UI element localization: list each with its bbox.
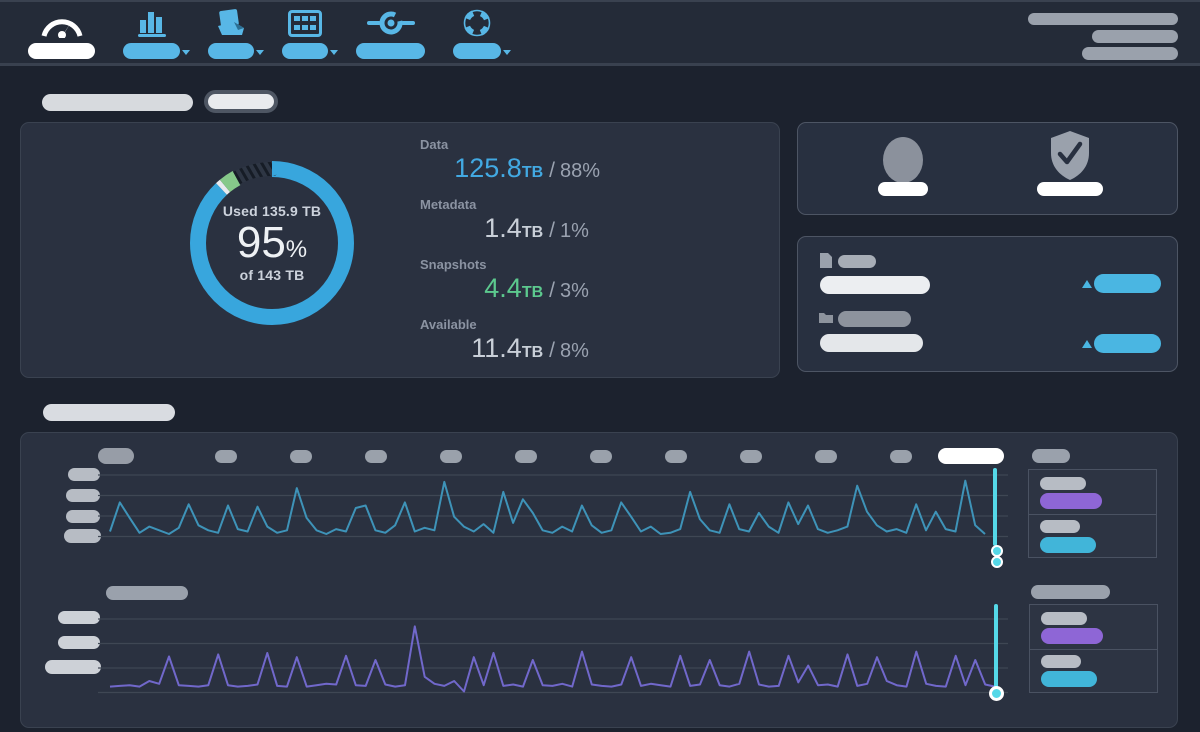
nav-item-dashboard[interactable] xyxy=(28,6,95,59)
activity-section-title-pill xyxy=(43,404,175,421)
nav-label-pill xyxy=(208,43,254,59)
y-axis-pill xyxy=(68,468,100,481)
metric-link-pill[interactable] xyxy=(1094,334,1161,353)
grid-icon xyxy=(288,6,322,38)
legend-label-pill xyxy=(1040,520,1080,533)
node-avatar-icon xyxy=(883,137,923,183)
time-tick-pill xyxy=(890,450,912,463)
used-capacity-label: Used 135.9 TB xyxy=(222,202,322,219)
legend-value-purple-pill xyxy=(1040,493,1102,509)
legend-divider xyxy=(1029,514,1156,515)
legend-divider xyxy=(1030,649,1157,650)
time-tick-pill xyxy=(815,450,837,463)
metric-label-pill xyxy=(838,311,911,327)
donut-center-text: Used 135.9 TB 95% of 143 TB xyxy=(186,157,358,329)
time-tick-pill xyxy=(290,450,312,463)
cluster-name-pill[interactable] xyxy=(1028,13,1178,25)
metric-label-pill xyxy=(838,255,876,268)
legend-value-cyan-pill xyxy=(1040,537,1096,553)
time-tick-pill xyxy=(440,450,462,463)
storage-stats-list: Data 125.8TB / 88% Metadata 1.4TB / 1% S… xyxy=(420,137,612,364)
legend-title-pill xyxy=(1031,585,1110,599)
nav-label-pill xyxy=(282,43,328,59)
gauge-icon xyxy=(39,6,85,38)
stat-snapshots: Snapshots 4.4TB / 3% xyxy=(420,257,589,303)
nav-label-pill xyxy=(356,43,425,59)
legend-title-pill xyxy=(1032,449,1070,463)
metric-value-pill xyxy=(820,334,923,352)
time-tick-current-pill xyxy=(938,448,1004,464)
activity-panel xyxy=(20,432,1178,728)
file-icon xyxy=(819,252,833,269)
legend-label-pill xyxy=(1041,612,1087,625)
metric-link-pill[interactable] xyxy=(1094,274,1161,293)
chevron-down-icon xyxy=(182,50,190,55)
legend-label-pill xyxy=(1040,477,1086,490)
activity-chart-bottom xyxy=(98,604,1008,699)
stat-available: Available 11.4TB / 8% xyxy=(420,317,589,363)
page-title-pill xyxy=(42,94,193,111)
node-status-pill[interactable] xyxy=(878,182,928,196)
activity-chart-top xyxy=(98,460,1008,545)
metric-value-pill xyxy=(820,276,930,294)
stat-data: Data 125.8TB / 88% xyxy=(420,137,601,183)
life-ring-icon xyxy=(462,6,492,38)
scrubber-handle[interactable] xyxy=(991,556,1003,568)
used-percent-value: 95% xyxy=(236,217,308,267)
total-capacity-label: of 143 TB xyxy=(239,267,305,284)
chart1-title-pill xyxy=(98,448,134,464)
storage-overview-panel xyxy=(20,122,780,378)
legend-label-pill xyxy=(1041,655,1081,668)
title-badge[interactable] xyxy=(204,90,278,113)
nav-item-analytics[interactable] xyxy=(123,6,190,59)
nav-item-sharing[interactable] xyxy=(208,6,264,59)
nav-label-pill xyxy=(123,43,180,59)
time-tick-pill xyxy=(515,450,537,463)
storage-donut-chart xyxy=(186,157,358,329)
nav-item-cluster[interactable] xyxy=(282,6,338,59)
connector-icon xyxy=(366,6,415,38)
time-tick-pill xyxy=(740,450,762,463)
y-axis-pill xyxy=(64,529,101,543)
protection-status-pill[interactable] xyxy=(1037,182,1103,196)
y-axis-pill xyxy=(45,660,101,674)
nav-label-pill xyxy=(28,43,95,59)
folder-icon xyxy=(818,311,834,324)
trend-up-icon xyxy=(1082,280,1092,288)
nav-item-support[interactable] xyxy=(453,6,511,59)
time-scrubber-line[interactable] xyxy=(993,468,997,546)
y-axis-pill xyxy=(66,489,100,502)
time-scrubber-line[interactable] xyxy=(994,604,998,688)
time-tick-pill xyxy=(665,450,687,463)
trend-up-icon xyxy=(1082,340,1092,348)
time-tick-pill xyxy=(215,450,237,463)
top-navbar xyxy=(0,0,1200,66)
user-menu-pill[interactable] xyxy=(1092,30,1178,43)
protection-shield-icon xyxy=(1046,129,1094,183)
legend-value-cyan-pill xyxy=(1041,671,1097,687)
time-tick-pill xyxy=(365,450,387,463)
files-icon xyxy=(214,6,248,38)
y-axis-pill xyxy=(58,636,100,649)
chevron-down-icon xyxy=(256,50,264,55)
chevron-down-icon xyxy=(330,50,338,55)
session-info-pill[interactable] xyxy=(1082,47,1178,60)
chart1-legend-box xyxy=(1028,469,1157,558)
scrubber-handle[interactable] xyxy=(989,686,1004,701)
bar-chart-icon xyxy=(137,6,167,38)
legend-value-purple-pill xyxy=(1041,628,1103,644)
cluster-status-panel xyxy=(797,122,1178,215)
nav-label-pill xyxy=(453,43,501,59)
stat-metadata: Metadata 1.4TB / 1% xyxy=(420,197,589,243)
nav-item-api-tools[interactable] xyxy=(356,6,425,59)
time-tick-pill xyxy=(590,450,612,463)
y-axis-pill xyxy=(66,510,100,523)
y-axis-pill xyxy=(58,611,100,624)
chart2-legend-box xyxy=(1029,604,1158,693)
chart2-title-pill xyxy=(106,586,188,600)
chevron-down-icon xyxy=(503,50,511,55)
